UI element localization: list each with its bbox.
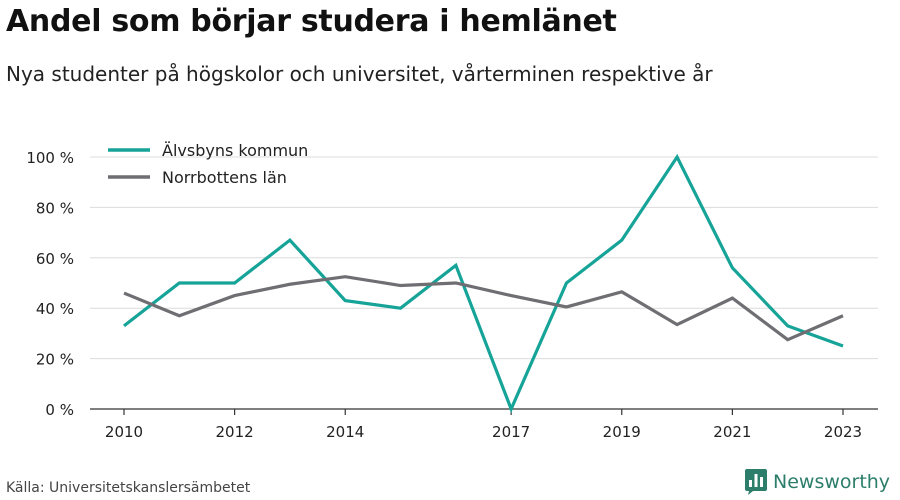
y-tick-label: 40 % (36, 300, 74, 318)
y-tick-label: 60 % (36, 250, 74, 268)
chart-title: Andel som börjar studera i hemlänet (6, 4, 617, 39)
x-tick-label: 2019 (603, 423, 641, 441)
brand-logo[interactable]: Newsworthy (745, 469, 890, 495)
x-tick-label: 2010 (105, 423, 143, 441)
y-tick-label: 0 % (45, 401, 74, 419)
brand-name: Newsworthy (773, 471, 891, 493)
x-tick-label: 2021 (713, 423, 751, 441)
x-tick-label: 2017 (492, 423, 530, 441)
series-line-1 (123, 153, 844, 414)
legend-label: Älvsbyns kommun (162, 141, 308, 160)
series-line-2 (123, 275, 844, 342)
x-tick-label: 2014 (326, 423, 364, 441)
source-note: Källa: Universitetskanslersämbetet (6, 480, 251, 496)
bar-chart-logo-icon (745, 469, 767, 495)
line-chart: 0 % 20 % 40 % 60 % 80 % 100 % 2010 2012 2014 2017… (26, 141, 878, 441)
x-tick-label: 2012 (216, 423, 254, 441)
y-tick-label: 20 % (36, 351, 74, 369)
chart-subtitle: Nya studenter på högskolor och universit… (6, 62, 713, 86)
y-tick-label: 100 % (26, 149, 74, 167)
legend-label: Norrbottens län (162, 168, 287, 187)
x-tick-label: 2023 (824, 423, 862, 441)
y-tick-label: 80 % (36, 199, 74, 217)
